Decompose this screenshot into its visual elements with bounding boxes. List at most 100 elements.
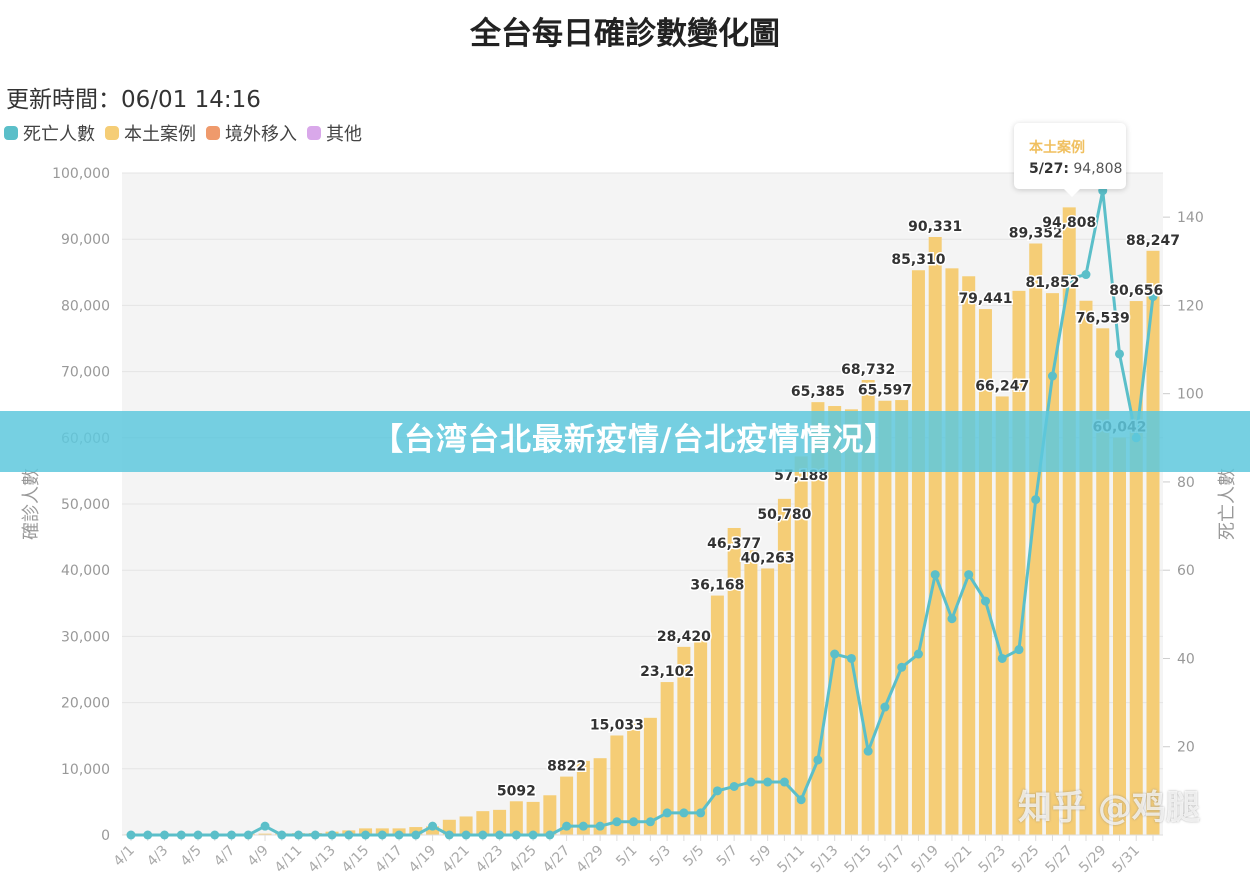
- bar-data-label: 50,780: [757, 507, 811, 523]
- bar[interactable]: [861, 379, 875, 835]
- bar[interactable]: [258, 833, 272, 835]
- bar[interactable]: [1112, 437, 1126, 835]
- bar[interactable]: [576, 760, 590, 835]
- bar[interactable]: [610, 735, 624, 835]
- x-tick-label: 4/5: [178, 843, 205, 870]
- tooltip-value: 94,808: [1073, 161, 1123, 177]
- bar[interactable]: [526, 801, 540, 835]
- x-tick-label: 5/9: [747, 843, 774, 870]
- bar[interactable]: [560, 776, 574, 835]
- bar[interactable]: [459, 816, 473, 835]
- bar[interactable]: [710, 595, 724, 835]
- deaths-point: [796, 795, 806, 805]
- deaths-point: [428, 821, 438, 831]
- bar[interactable]: [1096, 328, 1110, 835]
- y-tick-label: 100,000: [52, 166, 110, 182]
- update-time-value: 06/01 14:16: [121, 87, 261, 113]
- bar[interactable]: [995, 396, 1009, 835]
- bar[interactable]: [643, 717, 657, 835]
- bar[interactable]: [1129, 301, 1143, 836]
- x-tick-label: 5/1: [613, 843, 640, 870]
- bar[interactable]: [928, 237, 942, 835]
- x-tick-label: 4/13: [305, 843, 339, 877]
- deaths-point: [310, 830, 320, 840]
- bar[interactable]: [694, 636, 708, 835]
- bar[interactable]: [593, 758, 607, 835]
- y-tick-label: 20,000: [61, 696, 110, 712]
- bar[interactable]: [442, 819, 456, 835]
- y2-tick-label: 40: [1177, 651, 1195, 667]
- bar-data-label: 36,168: [690, 578, 744, 594]
- bar[interactable]: [945, 268, 959, 835]
- bar[interactable]: [509, 801, 523, 835]
- deaths-point: [411, 830, 421, 840]
- deaths-point: [528, 830, 538, 840]
- y2-tick-label: 80: [1177, 475, 1195, 491]
- bar-data-label: 81,852: [1025, 275, 1079, 291]
- x-tick-label: 4/29: [573, 843, 607, 877]
- x-tick-label: 4/21: [439, 843, 473, 877]
- bar[interactable]: [828, 406, 842, 835]
- y2-tick-label: 120: [1177, 298, 1204, 314]
- legend-item-deaths[interactable]: 死亡人數: [4, 120, 95, 146]
- bar-data-label: 40,263: [741, 550, 795, 566]
- bar[interactable]: [911, 270, 925, 835]
- bar[interactable]: [660, 682, 674, 835]
- y2-axis-title: 死亡人數: [1217, 468, 1238, 540]
- bar[interactable]: [426, 826, 440, 835]
- legend-swatch: [4, 126, 18, 140]
- deaths-point: [779, 777, 789, 787]
- deaths-point: [696, 808, 706, 818]
- x-tick-label: 5/7: [714, 843, 741, 870]
- bar[interactable]: [543, 795, 557, 835]
- deaths-point: [545, 830, 555, 840]
- x-tick-label: 5/21: [942, 843, 976, 877]
- deaths-point: [595, 821, 605, 831]
- bar[interactable]: [677, 646, 691, 835]
- deaths-point: [729, 781, 739, 791]
- legend-item-imported[interactable]: 境外移入: [206, 120, 297, 146]
- y-tick-label: 90,000: [61, 232, 110, 248]
- bar[interactable]: [962, 276, 976, 836]
- legend-swatch: [307, 126, 321, 140]
- bar[interactable]: [761, 568, 775, 835]
- bar[interactable]: [878, 400, 892, 835]
- bar[interactable]: [1079, 300, 1093, 835]
- deaths-point: [394, 830, 404, 840]
- bar[interactable]: [1029, 243, 1043, 836]
- deaths-point: [377, 830, 387, 840]
- deaths-point: [645, 817, 655, 827]
- bar[interactable]: [493, 809, 507, 835]
- banner-text: 【台湾台北最新疫情/台北疫情情况】: [372, 422, 897, 458]
- bar[interactable]: [777, 498, 791, 835]
- deaths-point: [980, 596, 990, 606]
- deaths-point: [913, 649, 923, 659]
- deaths-point: [260, 821, 270, 831]
- bar[interactable]: [811, 402, 825, 835]
- bar[interactable]: [844, 409, 858, 835]
- deaths-point: [344, 830, 354, 840]
- deaths-point: [227, 830, 237, 840]
- deaths-point: [495, 830, 505, 840]
- bar[interactable]: [727, 527, 741, 835]
- y-tick-label: 10,000: [61, 762, 110, 778]
- deaths-point: [897, 662, 907, 672]
- bar[interactable]: [627, 723, 641, 835]
- bar-data-label: 80,656: [1109, 283, 1163, 299]
- deaths-point: [662, 808, 672, 818]
- legend-item-local[interactable]: 本土案例: [105, 120, 196, 146]
- deaths-point: [880, 702, 890, 712]
- x-tick-label: 4/1: [111, 843, 138, 870]
- deaths-point: [997, 653, 1007, 663]
- y-axis-title: 確診人數: [21, 468, 42, 540]
- deaths-point: [1014, 645, 1024, 655]
- x-tick-label: 4/17: [372, 843, 406, 877]
- bar[interactable]: [1062, 207, 1076, 835]
- bar[interactable]: [744, 550, 758, 835]
- bar[interactable]: [794, 456, 808, 835]
- legend-item-other[interactable]: 其他: [307, 120, 362, 146]
- bar[interactable]: [895, 400, 909, 835]
- bar[interactable]: [1012, 290, 1026, 835]
- bar[interactable]: [1146, 250, 1160, 835]
- bar[interactable]: [476, 811, 490, 835]
